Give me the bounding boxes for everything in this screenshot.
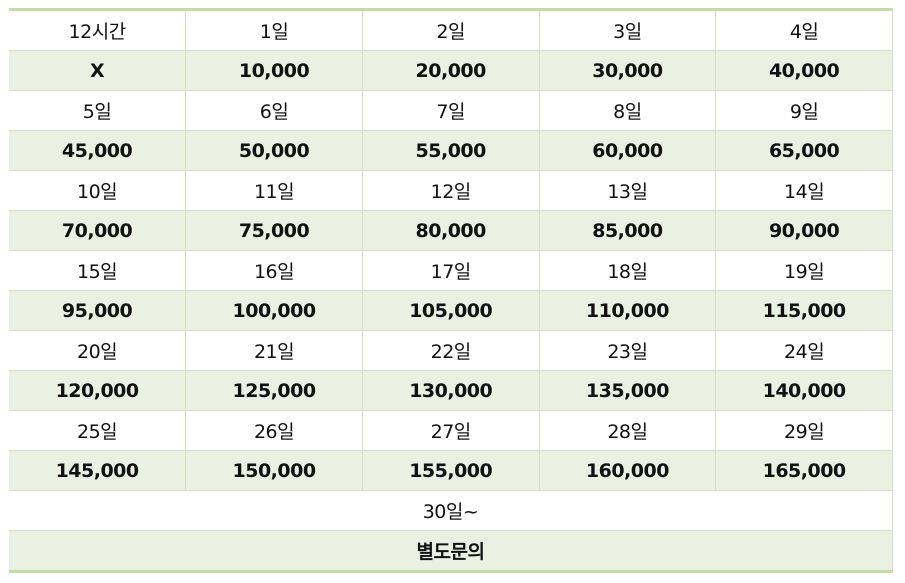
price-cell: 10,000 <box>185 50 363 91</box>
price-cell: 145,000 <box>9 450 187 491</box>
duration-cell: 24일 <box>715 330 893 371</box>
duration-cell: 29일 <box>715 410 893 451</box>
price-cell: 115,000 <box>715 290 893 331</box>
price-cell: 165,000 <box>715 450 893 491</box>
price-cell: 80,000 <box>361 210 540 251</box>
duration-cell: 12일 <box>361 170 540 211</box>
price-cell: 85,000 <box>538 210 717 251</box>
price-cell: 100,000 <box>185 290 363 331</box>
footer-price-row: 별도문의 <box>9 530 893 572</box>
duration-cell: 12시간 <box>9 9 187 51</box>
price-cell: X <box>9 50 187 91</box>
price-cell: 95,000 <box>9 290 187 331</box>
duration-cell: 14일 <box>715 170 893 211</box>
duration-cell: 18일 <box>538 250 717 291</box>
price-cell: 65,000 <box>715 130 893 171</box>
duration-cell: 27일 <box>361 410 540 451</box>
price-cell: 20,000 <box>361 50 540 91</box>
duration-cell: 23일 <box>538 330 717 371</box>
price-cell: 40,000 <box>715 50 893 91</box>
duration-cell: 5일 <box>9 90 187 131</box>
price-row: 120,000 125,000 130,000 135,000 140,000 <box>9 370 893 411</box>
duration-cell: 3일 <box>538 9 717 51</box>
duration-cell: 16일 <box>185 250 363 291</box>
price-cell: 90,000 <box>715 210 893 251</box>
price-cell: 75,000 <box>185 210 363 251</box>
duration-row: 5일 6일 7일 8일 9일 <box>9 90 893 131</box>
duration-cell: 8일 <box>538 90 717 131</box>
duration-cell: 1일 <box>185 9 363 51</box>
price-cell: 140,000 <box>715 370 893 411</box>
duration-cell: 25일 <box>9 410 187 451</box>
price-cell: 50,000 <box>185 130 363 171</box>
duration-cell: 10일 <box>9 170 187 211</box>
duration-cell: 4일 <box>715 9 893 51</box>
duration-cell: 7일 <box>361 90 540 131</box>
duration-row: 10일 11일 12일 13일 14일 <box>9 170 893 211</box>
price-cell: 60,000 <box>538 130 717 171</box>
price-cell: 55,000 <box>361 130 540 171</box>
price-cell: 160,000 <box>538 450 717 491</box>
duration-row: 15일 16일 17일 18일 19일 <box>9 250 893 291</box>
duration-cell: 26일 <box>185 410 363 451</box>
price-cell: 110,000 <box>538 290 717 331</box>
price-cell: 105,000 <box>361 290 540 331</box>
footer-label-row: 30일~ <box>9 490 893 531</box>
price-cell: 30,000 <box>538 50 717 91</box>
price-cell: 70,000 <box>9 210 187 251</box>
price-cell: 150,000 <box>185 450 363 491</box>
duration-row: 20일 21일 22일 23일 24일 <box>9 330 893 371</box>
price-row: 45,000 50,000 55,000 60,000 65,000 <box>9 130 893 171</box>
price-cell: 155,000 <box>361 450 540 491</box>
duration-cell: 2일 <box>361 9 540 51</box>
price-cell: 125,000 <box>185 370 363 411</box>
duration-cell: 13일 <box>538 170 717 211</box>
duration-cell: 30일~ <box>9 490 893 531</box>
price-cell: 별도문의 <box>9 530 893 572</box>
rental-price-table: 12시간 1일 2일 3일 4일 X 10,000 20,000 30,000 40,000 5일 6… <box>9 8 893 573</box>
duration-cell: 20일 <box>9 330 187 371</box>
duration-cell: 28일 <box>538 410 717 451</box>
price-cell: 130,000 <box>361 370 540 411</box>
duration-cell: 19일 <box>715 250 893 291</box>
duration-cell: 15일 <box>9 250 187 291</box>
duration-cell: 11일 <box>185 170 363 211</box>
price-row: 145,000 150,000 155,000 160,000 165,000 <box>9 450 893 491</box>
price-cell: 45,000 <box>9 130 187 171</box>
price-cell: 135,000 <box>538 370 717 411</box>
duration-cell: 22일 <box>361 330 540 371</box>
duration-cell: 6일 <box>185 90 363 131</box>
price-cell: 120,000 <box>9 370 187 411</box>
price-row: 95,000 100,000 105,000 110,000 115,000 <box>9 290 893 331</box>
price-row: X 10,000 20,000 30,000 40,000 <box>9 50 893 91</box>
duration-row: 12시간 1일 2일 3일 4일 <box>9 9 893 51</box>
price-row: 70,000 75,000 80,000 85,000 90,000 <box>9 210 893 251</box>
duration-cell: 17일 <box>361 250 540 291</box>
duration-cell: 21일 <box>185 330 363 371</box>
duration-row: 25일 26일 27일 28일 29일 <box>9 410 893 451</box>
duration-cell: 9일 <box>715 90 893 131</box>
